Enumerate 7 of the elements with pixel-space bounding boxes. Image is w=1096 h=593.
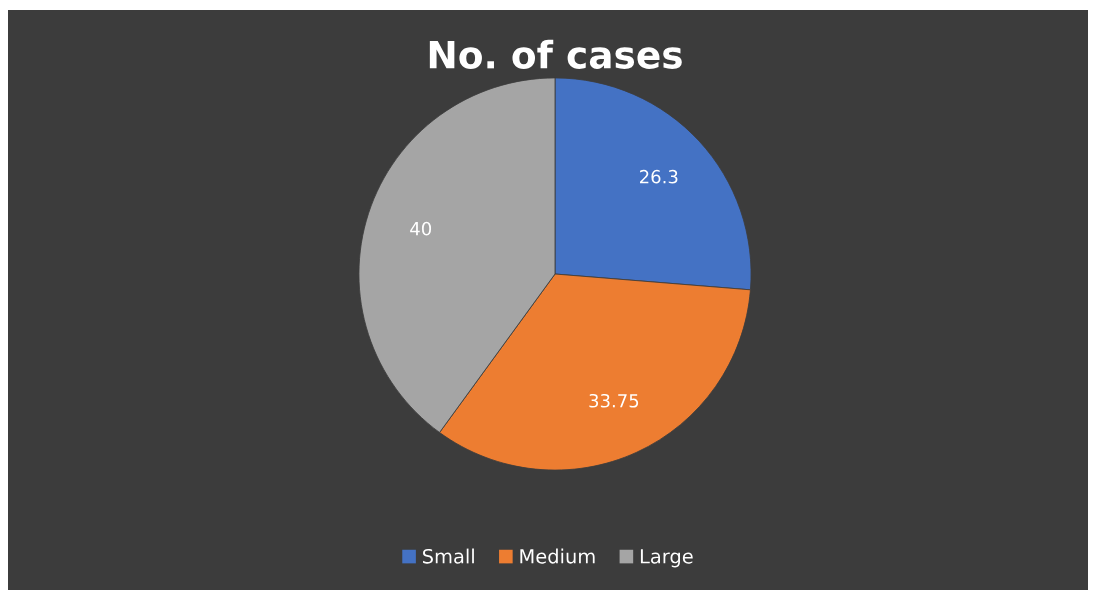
legend-label: Medium: [520, 548, 595, 564]
legend-label: Large: [640, 549, 693, 568]
data-label: 26.3: [640, 169, 678, 184]
chart-title: No. of cases: [429, 39, 682, 69]
legend-label: Small: [422, 548, 474, 564]
data-label: 33.75: [589, 393, 639, 408]
data-label: 40: [410, 221, 432, 236]
